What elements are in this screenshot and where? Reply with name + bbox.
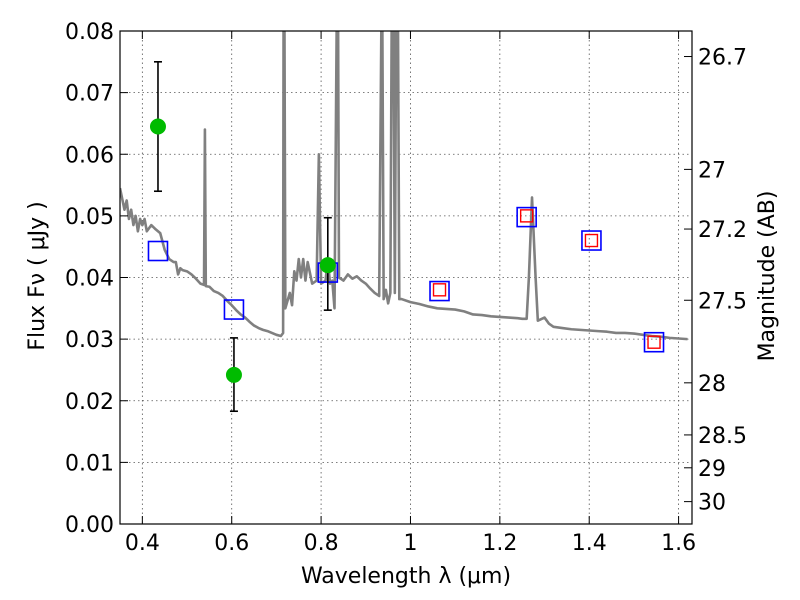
y-tick-label: 0.05 <box>65 205 114 230</box>
y-tick-label: 0.03 <box>65 328 114 353</box>
grid <box>120 31 692 524</box>
y-axis-label: Flux Fν ( μJy ) <box>25 201 50 350</box>
ticks: 0.4 0.6 0.8 1 1.2 1.4 1.6 0.00 0.01 0.02 0.03 0.04 0… <box>65 20 747 556</box>
x-tick-label: 1.6 <box>661 531 696 556</box>
red-square-marker <box>519 209 534 223</box>
x-tick-label: 1.2 <box>482 531 517 556</box>
red-square-marker <box>584 233 599 248</box>
green-data-point <box>149 118 166 135</box>
y-tick-label: 0.08 <box>65 20 114 45</box>
right-y-tick-label: 27.5 <box>698 289 747 314</box>
x-axis-label: Wavelength λ (μm) <box>301 564 511 589</box>
red-square-marker <box>647 335 661 349</box>
right-y-tick-label: 30 <box>698 491 726 516</box>
y-tick-label: 0.01 <box>65 451 114 476</box>
x-tick-label: 1 <box>403 531 417 556</box>
y-tick-label: 0.07 <box>65 82 114 107</box>
blue-square-marker <box>223 299 245 320</box>
blue-square-marker <box>581 230 602 251</box>
spectrum-line <box>120 31 688 341</box>
green-data-point <box>225 366 242 383</box>
y-tick-label: 0.02 <box>65 390 114 415</box>
right-y-tick-label: 26.7 <box>698 46 747 71</box>
plot-area <box>120 31 688 413</box>
right-y-tick-label: 28 <box>698 372 726 397</box>
blue-square-marker <box>429 280 450 302</box>
right-y-tick-label: 28.5 <box>698 424 747 449</box>
x-tick-label: 0.4 <box>125 531 160 556</box>
right-y-tick-label: 29 <box>698 457 726 482</box>
blue-square-marker <box>643 331 665 353</box>
right-y-axis-label: Magnitude (AB) <box>755 191 780 362</box>
x-tick-label: 0.8 <box>304 531 339 556</box>
x-tick-label: 1.4 <box>572 531 607 556</box>
y-tick-label: 0.06 <box>65 143 114 168</box>
right-y-tick-label: 27.2 <box>698 218 747 243</box>
blue-square-marker <box>516 206 537 228</box>
blue-square-marker <box>147 240 169 262</box>
y-tick-label: 0.04 <box>65 267 114 292</box>
right-y-tick-label: 27 <box>698 158 726 183</box>
y-tick-label: 0.00 <box>65 513 114 538</box>
green-data-point <box>319 257 336 274</box>
red-square-marker <box>432 283 447 297</box>
x-tick-label: 0.6 <box>214 531 249 556</box>
